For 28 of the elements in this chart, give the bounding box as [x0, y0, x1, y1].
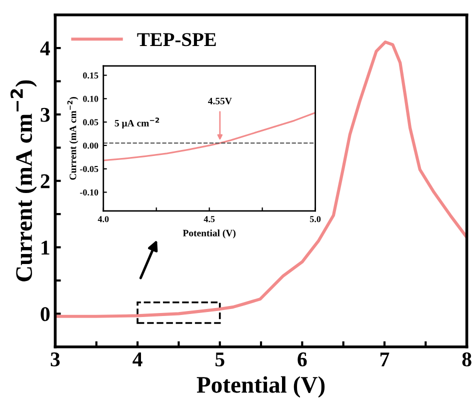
y-axis-title: Current (mA cm$^{−2}$) [10, 80, 37, 282]
x-tick-label: 4.5 [204, 216, 215, 222]
y-tick-label: 2 [40, 174, 50, 188]
x-tick-label: 3 [50, 352, 60, 366]
x-tick-label: 4 [132, 352, 142, 366]
x-tick-label: 5 [215, 352, 224, 366]
ref-line-label: 5 μA cm$^{−2}$ [114, 118, 160, 128]
y-tick-label: 0.00 [83, 142, 98, 149]
y-tick-label: -0.05 [80, 166, 98, 172]
x-tick-label: 5.0 [310, 216, 321, 222]
y-tick-label: 0 [40, 307, 50, 322]
x-tick-label: 7 [380, 352, 390, 366]
line-series [103, 112, 316, 162]
x-tick-label: 6 [298, 352, 307, 366]
y-tick-label: 3 [40, 108, 50, 122]
y-tick-label: -0.10 [80, 189, 98, 196]
legend-label: TEP-SPE [137, 33, 216, 46]
x-tick-label: 8 [462, 352, 472, 366]
x-axis-title: Potential (V) [196, 376, 325, 398]
x-tick-label: 4.0 [98, 216, 109, 222]
y-tick-label: 0.15 [83, 72, 98, 79]
y-tick-label: 0.10 [83, 96, 98, 102]
annotation: 4.55V [208, 98, 232, 104]
y-tick-label: 4 [40, 42, 50, 56]
y-tick-label: 0.05 [83, 119, 98, 126]
x-axis-title: Potential (V) [182, 230, 236, 238]
y-axis-title: Current (mA cm$^{−2}$) [67, 97, 78, 180]
y-tick-label: 1 [42, 240, 50, 255]
